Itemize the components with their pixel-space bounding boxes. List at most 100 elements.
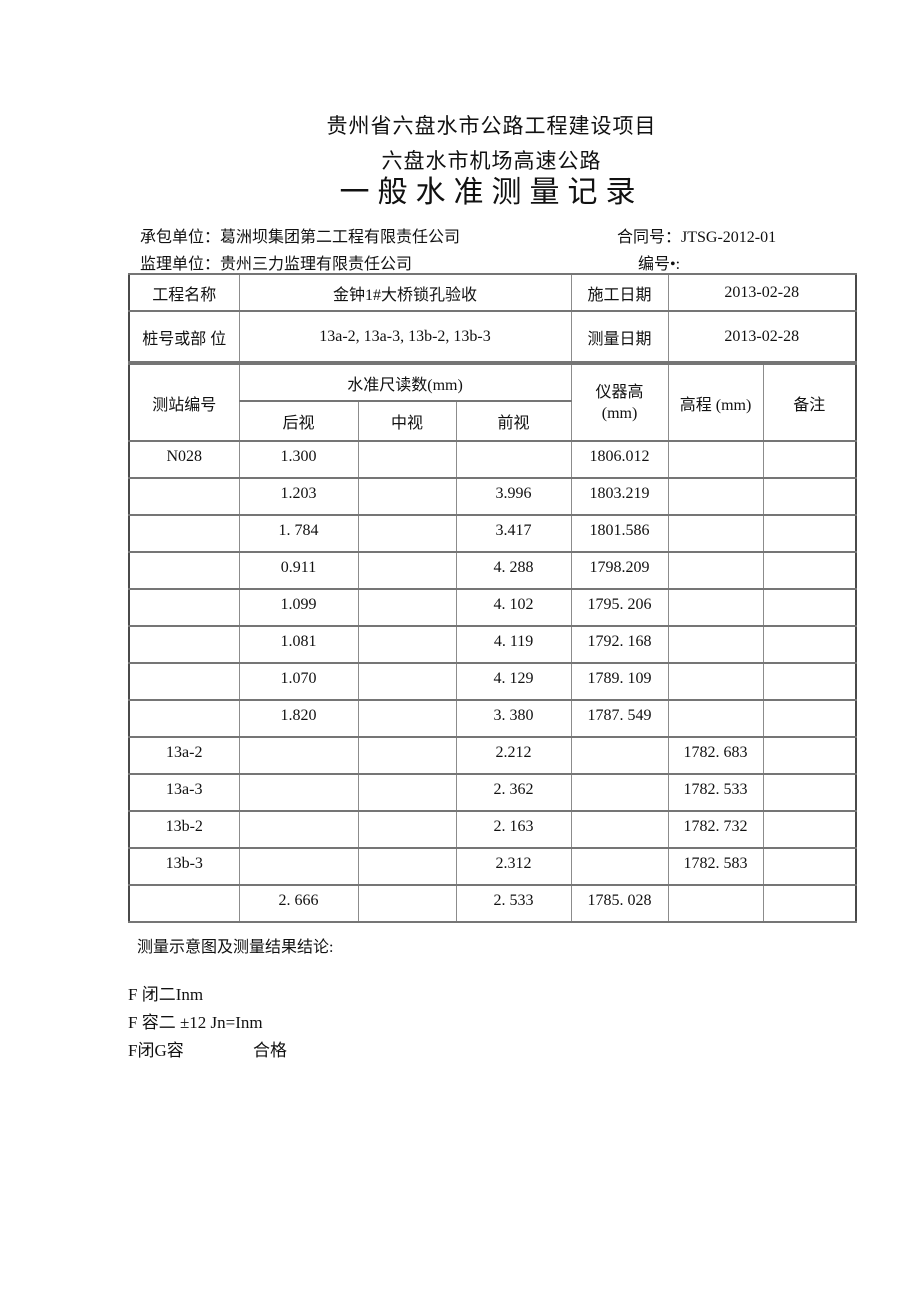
cell-front: 4. 119 [455,625,572,664]
cell-instrument: 1798.209 [570,551,669,590]
cell-back [238,736,359,775]
table-row: 1.070 4. 129 1789. 109 [128,662,857,701]
cell-instrument: 1801.586 [570,514,669,553]
cell-front: 2. 533 [455,884,572,923]
header-station-id: 测站编号 [128,363,240,442]
header-instrument-height-line2: (mm) [601,404,638,422]
cell-instrument: 1789. 109 [570,662,669,701]
measurement-table: 测站编号 水准尺读数(mm) 仪器高 (mm) 高程 (mm) 备注 后视 中视… [128,363,858,923]
table-row: 13b-3 2.312 1782. 583 [128,847,857,886]
table-row: 0.911 4. 288 1798.209 [128,551,857,590]
cell-note [762,810,857,849]
cell-front: 2. 362 [455,773,572,812]
cell-front: 4. 129 [455,662,572,701]
cell-front: 3.996 [455,477,572,516]
cell-note [762,588,857,627]
cell-mid [357,625,457,664]
cell-mid [357,884,457,923]
cell-note [762,847,857,886]
cell-note [762,773,857,812]
cell-front: 2.212 [455,736,572,775]
allowable-error-line: F 容二 ±12 Jn=Inm [128,1013,263,1032]
cell-front: 2. 163 [455,810,572,849]
cell-back: 1.081 [238,625,359,664]
cell-elevation: 1782. 683 [667,736,764,775]
cell-instrument: 1795. 206 [570,588,669,627]
survey-date-value: 2013-02-28 [667,310,857,363]
cell-front [455,440,572,479]
cell-station [128,662,240,701]
result-qualified: 合格 [253,1041,287,1060]
cell-front: 3.417 [455,514,572,553]
comparison-line: F闭G容 [128,1041,184,1060]
cell-instrument [570,736,669,775]
cell-front: 3. 380 [455,699,572,738]
cell-note [762,514,857,553]
table-row: 13a-2 2.212 1782. 683 [128,736,857,775]
header-staff-readings: 水准尺读数(mm) [238,363,572,402]
table-row: 1.203 3.996 1803.219 [128,477,857,516]
project-title-line2: 六盘水市机场高速公路 [381,149,602,173]
cell-back: 1. 784 [238,514,359,553]
project-name-label: 工程名称 [128,273,240,312]
supervisor-line: 监理单位：贵州三力监理有限责任公司 [140,256,413,273]
construction-date-value: 2013-02-28 [667,273,857,312]
conclusion-label: 测量示意图及测量结果结论: [137,939,334,956]
cell-front: 4. 288 [455,551,572,590]
cell-instrument: 1785. 028 [570,884,669,923]
cell-elevation: 1782. 533 [667,773,764,812]
cell-elevation [667,551,764,590]
header-note: 备注 [762,363,857,442]
cell-mid [357,514,457,553]
cell-elevation [667,625,764,664]
cell-note [762,440,857,479]
cell-back: 1.099 [238,588,359,627]
cell-mid [357,773,457,812]
cell-station: N028 [128,440,240,479]
project-title-line1: 贵州省六盘水市公路工程建设项目 [326,114,657,138]
cell-mid [357,440,457,479]
table-row: 2. 666 2. 533 1785. 028 [128,884,857,923]
cell-mid [357,588,457,627]
cell-instrument [570,773,669,812]
cell-instrument: 1792. 168 [570,625,669,664]
closure-error-line: F 闭二Inm [128,985,204,1004]
header-instrument-height-line1: 仪器高 [595,383,644,401]
header-back-sight: 后视 [238,400,359,442]
cell-mid [357,662,457,701]
table-header-row: 测站编号 水准尺读数(mm) 仪器高 (mm) 高程 (mm) 备注 [128,363,857,442]
cell-station: 13b-3 [128,847,240,886]
cell-instrument: 1787. 549 [570,699,669,738]
cell-station: 13b-2 [128,810,240,849]
cell-station [128,477,240,516]
cell-station [128,699,240,738]
cell-elevation [667,699,764,738]
cell-back: 1.820 [238,699,359,738]
cell-mid [357,551,457,590]
header-mid-sight: 中视 [357,400,457,442]
table-row: 桩号或部 位 13a-2, 13a-3, 13b-2, 13b-3 测量日期 2… [128,310,857,363]
document-title: 一般水准测量记录 [339,176,644,209]
cell-back [238,810,359,849]
table-row: 1.081 4. 119 1792. 168 [128,625,857,664]
cell-back [238,773,359,812]
cell-elevation [667,440,764,479]
cell-front: 4. 102 [455,588,572,627]
measurement-rows: N028 1.300 1806.012 1.203 3.996 1803.219 1. 78… [128,440,857,923]
cell-note [762,662,857,701]
survey-date-label: 测量日期 [570,310,669,363]
cell-station: 13a-2 [128,736,240,775]
cell-elevation: 1782. 732 [667,810,764,849]
cell-instrument [570,847,669,886]
cell-station [128,588,240,627]
cell-mid [357,847,457,886]
station-value: 13a-2, 13a-3, 13b-2, 13b-3 [238,310,572,363]
contractor-line: 承包单位：葛洲坝集团第二工程有限责任公司 [140,229,461,246]
table-row: 13a-3 2. 362 1782. 533 [128,773,857,812]
cell-elevation [667,662,764,701]
cell-back: 1.070 [238,662,359,701]
cell-note [762,625,857,664]
table-row: 13b-2 2. 163 1782. 732 [128,810,857,849]
cell-mid [357,810,457,849]
